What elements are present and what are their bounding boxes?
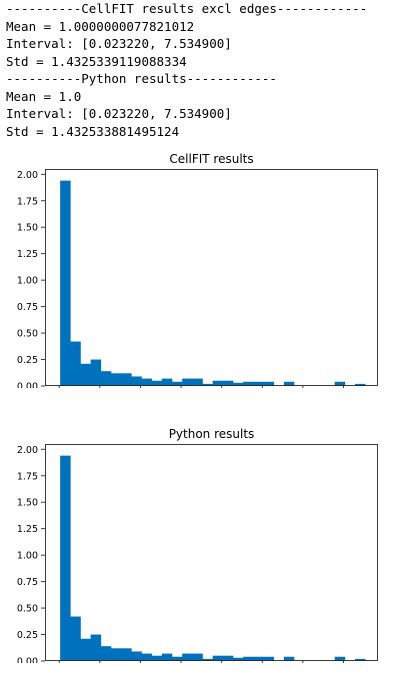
histogram-bar xyxy=(121,373,132,386)
histogram-bar xyxy=(355,658,366,661)
histogram-bar xyxy=(151,655,163,661)
histogram-bar xyxy=(90,634,102,661)
histogram-bar xyxy=(222,380,234,386)
histogram-bar xyxy=(111,373,122,386)
histogram-bar xyxy=(161,378,173,386)
histogram-bar xyxy=(283,656,295,661)
console-header-cellfit: ----------CellFIT results excl edges----… xyxy=(6,1,368,16)
histogram-bar xyxy=(161,653,173,661)
plot-frame xyxy=(45,444,378,661)
histogram-bar xyxy=(141,653,152,661)
y-tick-label: 1.25 xyxy=(17,249,38,260)
console-output: ----------CellFIT results excl edges----… xyxy=(6,0,367,140)
console-cellfit-std: Std = 1.4325339119088334 xyxy=(6,53,187,69)
console-cellfit-interval: Interval: [0.023220, 7.534900] xyxy=(6,36,232,51)
histogram-bar xyxy=(212,380,224,386)
histogram-python-svg: Python results 0.00 0.25 0.50 0.75 1.00 1.25 1.… xyxy=(17,427,378,664)
histogram-bar xyxy=(60,455,71,661)
histogram-python: Python results 0.00 0.25 0.50 0.75 1.00 1.25 1.… xyxy=(0,423,420,663)
y-tick-label: 0.75 xyxy=(17,577,38,588)
console-cellfit-mean: Mean = 1.0000000077821012 xyxy=(6,18,195,34)
console-header-python: ----------Python results------------ xyxy=(6,71,277,86)
histogram-bar xyxy=(121,648,132,661)
histogram-bar xyxy=(80,363,91,386)
histogram-bar xyxy=(253,381,264,386)
histogram-bar xyxy=(60,180,71,386)
y-tick-label: 1.75 xyxy=(17,196,38,207)
histogram-bar xyxy=(222,655,234,661)
histogram-cellfit: CellFIT results 0.00 0.25 0.50 0.75 1.00 1.25 1… xyxy=(0,148,420,388)
histogram-bar xyxy=(202,658,213,661)
histogram-bar xyxy=(243,656,254,661)
histogram-bar xyxy=(70,341,81,386)
y-tick-label: 0.00 xyxy=(17,657,38,664)
y-tick-label: 0.50 xyxy=(17,604,38,615)
histogram-bar xyxy=(151,380,163,386)
histogram-bar xyxy=(263,656,274,661)
console-python-std: Std = 1.432533881495124 xyxy=(6,123,180,139)
y-tick-label: 0.25 xyxy=(17,355,38,366)
histogram-bar xyxy=(182,653,193,661)
plot-frame xyxy=(45,169,378,386)
y-tick-label: 0.00 xyxy=(17,382,38,389)
histogram-bar xyxy=(141,378,152,386)
histogram-bar xyxy=(131,376,142,386)
y-tick-label: 0.50 xyxy=(17,329,38,340)
histogram-bar xyxy=(334,381,346,386)
y-tick-label: 1.25 xyxy=(17,524,38,535)
chart-title: CellFIT results xyxy=(169,152,253,166)
histogram-bar xyxy=(80,638,91,661)
y-tick-label: 0.25 xyxy=(17,630,38,641)
chart-title: Python results xyxy=(169,427,255,441)
y-tick-label: 1.00 xyxy=(17,276,38,287)
y-tick-label: 0.75 xyxy=(17,302,38,313)
histogram-bar xyxy=(172,656,183,661)
histogram-bar xyxy=(202,383,213,386)
histogram-bar xyxy=(192,378,203,386)
console-python-mean: Mean = 1.0 xyxy=(6,88,82,104)
y-tick-label: 2.00 xyxy=(17,445,38,456)
y-tick-label: 1.00 xyxy=(17,551,38,562)
histogram-bar xyxy=(131,651,142,661)
histogram-bar xyxy=(192,653,203,661)
histogram-cellfit-svg: CellFIT results 0.00 0.25 0.50 0.75 1.00 1.25 1… xyxy=(17,152,378,389)
console-python-interval: Interval: [0.023220, 7.534900] xyxy=(6,106,232,121)
histogram-bar xyxy=(233,382,244,386)
histogram-bar xyxy=(233,657,244,661)
histogram-bar xyxy=(263,381,274,386)
histogram-bar xyxy=(334,656,346,661)
y-tick-label: 1.50 xyxy=(17,498,38,509)
y-tick-label: 2.00 xyxy=(17,170,38,181)
y-tick-label: 1.75 xyxy=(17,471,38,482)
y-tick-label: 1.50 xyxy=(17,223,38,234)
histogram-bar xyxy=(90,359,102,386)
histogram-bar xyxy=(253,656,264,661)
histogram-bar xyxy=(355,383,366,386)
histogram-bar xyxy=(111,648,122,661)
histogram-bar xyxy=(70,616,81,661)
histogram-bar xyxy=(182,378,193,386)
histogram-bar xyxy=(243,381,254,386)
histogram-bar xyxy=(283,381,295,386)
histogram-bar xyxy=(172,381,183,386)
histogram-bar xyxy=(100,646,112,661)
histogram-bar xyxy=(212,655,224,661)
histogram-bar xyxy=(100,371,112,386)
